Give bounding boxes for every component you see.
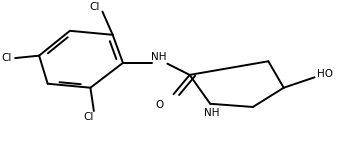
Text: Cl: Cl (83, 112, 94, 122)
Text: NH: NH (151, 52, 167, 62)
Text: Cl: Cl (1, 53, 12, 63)
Text: NH: NH (204, 108, 220, 118)
Text: O: O (156, 100, 164, 110)
Text: Cl: Cl (90, 2, 100, 12)
Text: HO: HO (317, 69, 333, 79)
